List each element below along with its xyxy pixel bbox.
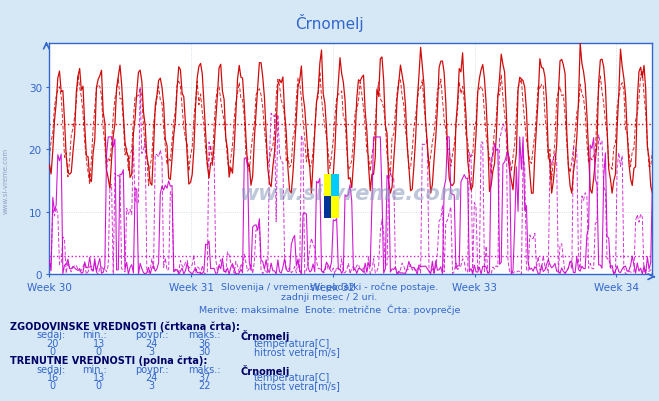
Text: 3: 3 — [148, 346, 155, 356]
Text: www.si-vreme.com: www.si-vreme.com — [240, 184, 462, 204]
Bar — [324, 175, 339, 219]
Text: 37: 37 — [198, 372, 210, 382]
Text: hitrost vetra[m/s]: hitrost vetra[m/s] — [254, 346, 339, 356]
Text: ZGODOVINSKE VREDNOSTI (črtkana črta):: ZGODOVINSKE VREDNOSTI (črtkana črta): — [10, 321, 240, 331]
Text: www.si-vreme.com: www.si-vreme.com — [2, 148, 9, 213]
Text: maks.:: maks.: — [188, 330, 220, 340]
Text: povpr.:: povpr.: — [135, 364, 169, 374]
Bar — [324, 197, 331, 219]
Text: 24: 24 — [146, 338, 158, 348]
Text: hitrost vetra[m/s]: hitrost vetra[m/s] — [254, 381, 339, 391]
Text: 22: 22 — [198, 381, 210, 391]
Text: 3: 3 — [148, 381, 155, 391]
Text: 13: 13 — [93, 338, 105, 348]
Text: Slovenija / vremenski podatki - ročne postaje.: Slovenija / vremenski podatki - ročne po… — [221, 282, 438, 291]
Text: Črnomelj: Črnomelj — [295, 14, 364, 32]
Text: 24: 24 — [146, 372, 158, 382]
Text: 0: 0 — [49, 381, 56, 391]
Text: 0: 0 — [49, 346, 56, 356]
Text: 36: 36 — [198, 338, 210, 348]
Text: 30: 30 — [198, 346, 210, 356]
Text: Meritve: maksimalne  Enote: metrične  Črta: povprečje: Meritve: maksimalne Enote: metrične Črta… — [199, 304, 460, 314]
Text: 0: 0 — [96, 346, 102, 356]
Text: temperatura[C]: temperatura[C] — [254, 338, 330, 348]
Bar — [331, 175, 339, 197]
Text: 16: 16 — [47, 372, 59, 382]
Text: maks.:: maks.: — [188, 364, 220, 374]
Text: povpr.:: povpr.: — [135, 330, 169, 340]
Text: 0: 0 — [96, 381, 102, 391]
Text: sedaj:: sedaj: — [36, 330, 65, 340]
Text: zadnji mesec / 2 uri.: zadnji mesec / 2 uri. — [281, 293, 378, 302]
Text: 13: 13 — [93, 372, 105, 382]
Text: 20: 20 — [47, 338, 59, 348]
Text: TRENUTNE VREDNOSTI (polna črta):: TRENUTNE VREDNOSTI (polna črta): — [10, 355, 208, 365]
Text: Črnomelj: Črnomelj — [241, 364, 290, 376]
Text: min.:: min.: — [82, 330, 107, 340]
Text: sedaj:: sedaj: — [36, 364, 65, 374]
Text: min.:: min.: — [82, 364, 107, 374]
Text: temperatura[C]: temperatura[C] — [254, 372, 330, 382]
Text: Črnomelj: Črnomelj — [241, 330, 290, 342]
